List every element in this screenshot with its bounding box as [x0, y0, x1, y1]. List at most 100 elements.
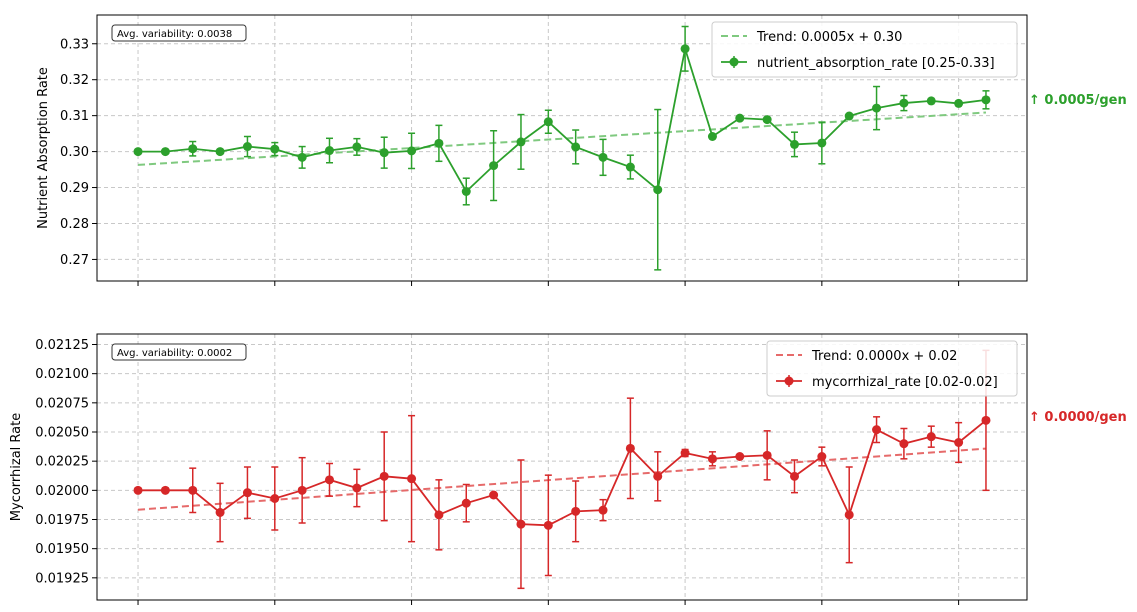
plot-frame	[96, 333, 1028, 601]
data-point	[352, 142, 362, 152]
nutrient-absorption-panel: 0.27 0.28 0.29 0.30 0.31 0.32 0.33 Nutrient Abs…	[36, 14, 1127, 286]
data-point	[653, 471, 663, 481]
data-point	[598, 152, 608, 162]
legend-box	[711, 21, 1018, 78]
data-point	[489, 490, 499, 500]
trend-line	[137, 111, 987, 166]
data-point	[543, 520, 553, 530]
data-point	[489, 161, 499, 171]
y-tick-label: 0.02125	[35, 338, 89, 353]
data-point	[379, 148, 389, 158]
data-point	[625, 443, 635, 453]
y-tick-label: 0.32	[60, 73, 89, 88]
data-point	[625, 162, 635, 172]
y-tick-label: 0.02025	[35, 455, 89, 470]
data-point	[325, 146, 334, 156]
data-point	[680, 44, 690, 54]
data-point	[407, 474, 417, 484]
annotation-box	[111, 343, 247, 361]
trend-rate-label: ↑ 0.0000/gen	[1029, 410, 1127, 425]
data-point	[379, 471, 389, 481]
data-point	[844, 111, 854, 121]
data-point	[270, 494, 280, 503]
data-point	[133, 485, 143, 495]
trend-rate-label: ↑ 0.0005/gen	[1029, 93, 1127, 108]
y-tick-label: 0.33	[60, 37, 89, 52]
legend: Trend: 0.0000x + 0.02 mycorrhizal_rate [0…	[766, 340, 1018, 397]
data-point	[680, 448, 690, 458]
data-point	[762, 450, 772, 460]
data-point	[571, 142, 581, 152]
data-point	[188, 144, 198, 154]
data-point	[735, 113, 745, 123]
data-point	[571, 506, 581, 516]
y-tick-label: 0.31	[60, 109, 89, 124]
data-point	[926, 96, 936, 106]
y-tick-label: 0.01975	[35, 513, 89, 528]
data-point	[242, 142, 252, 152]
y-tick-label: 0.02100	[35, 367, 89, 382]
data-point	[872, 103, 882, 113]
data-point	[899, 439, 909, 449]
data-point	[434, 138, 444, 148]
data-point	[270, 144, 280, 154]
data-point	[461, 498, 471, 508]
legend-series-marker	[729, 57, 739, 67]
data-point	[461, 186, 471, 196]
data-point	[598, 505, 608, 515]
y-axis-label: Nutrient Absorption Rate	[36, 67, 51, 229]
data-point	[981, 415, 991, 425]
legend-series-label: mycorrhizal_rate [0.02-0.02]	[812, 375, 998, 390]
data-point	[516, 137, 526, 147]
y-tick-label: 0.30	[60, 145, 89, 160]
data-point	[188, 485, 198, 495]
data-point	[242, 488, 252, 498]
data-point	[215, 147, 225, 157]
data-point	[707, 454, 717, 464]
data-point	[707, 131, 717, 141]
data-point	[653, 185, 663, 195]
plot-frame	[96, 14, 1028, 282]
legend-box	[766, 340, 1018, 397]
variability-annotation: Avg. variability: 0.0038	[111, 24, 247, 42]
data-point	[516, 519, 526, 529]
data-point	[817, 138, 827, 148]
data-point	[735, 452, 745, 461]
data-point	[297, 485, 307, 495]
legend: Trend: 0.0005x + 0.30 nutrient_absorption…	[711, 21, 1018, 78]
y-tick-label: 0.02075	[35, 396, 89, 411]
series-line	[138, 48, 987, 193]
y-tick-label: 0.02050	[35, 426, 89, 441]
legend-trend-label: Trend: 0.0000x + 0.02	[811, 349, 957, 364]
trend-line	[137, 447, 987, 511]
data-point	[790, 471, 799, 481]
data-point	[954, 438, 964, 447]
data-point	[160, 147, 170, 157]
y-tick-label: 0.02000	[35, 484, 89, 499]
data-point	[352, 483, 362, 493]
y-tick-label: 0.27	[60, 253, 89, 268]
y-tick-label: 0.29	[60, 181, 89, 196]
data-point	[297, 152, 307, 162]
data-point	[844, 510, 854, 520]
data-point	[543, 117, 553, 127]
data-point	[899, 98, 909, 108]
annotation-text: Avg. variability: 0.0002	[117, 348, 232, 359]
y-tick-label: 0.01925	[35, 571, 89, 586]
data-point	[762, 115, 772, 125]
y-tick-label: 0.01950	[35, 542, 89, 557]
series-line	[138, 419, 987, 527]
y-axis-label: Mycorrhizal Rate	[9, 413, 24, 521]
annotation-box	[111, 24, 247, 42]
data-point	[215, 508, 225, 517]
annotation-text: Avg. variability: 0.0038	[117, 29, 232, 40]
data-point	[954, 98, 964, 108]
data-point	[407, 146, 417, 156]
data-point	[981, 95, 991, 105]
mycorrhizal-rate-panel: 0.01925 0.01950 0.01975 0.02000 0.02025 0.020…	[9, 333, 1127, 605]
data-point	[926, 432, 936, 442]
data-point	[790, 139, 799, 149]
variability-annotation: Avg. variability: 0.0002	[111, 343, 247, 361]
y-tick-label: 0.28	[60, 217, 89, 232]
